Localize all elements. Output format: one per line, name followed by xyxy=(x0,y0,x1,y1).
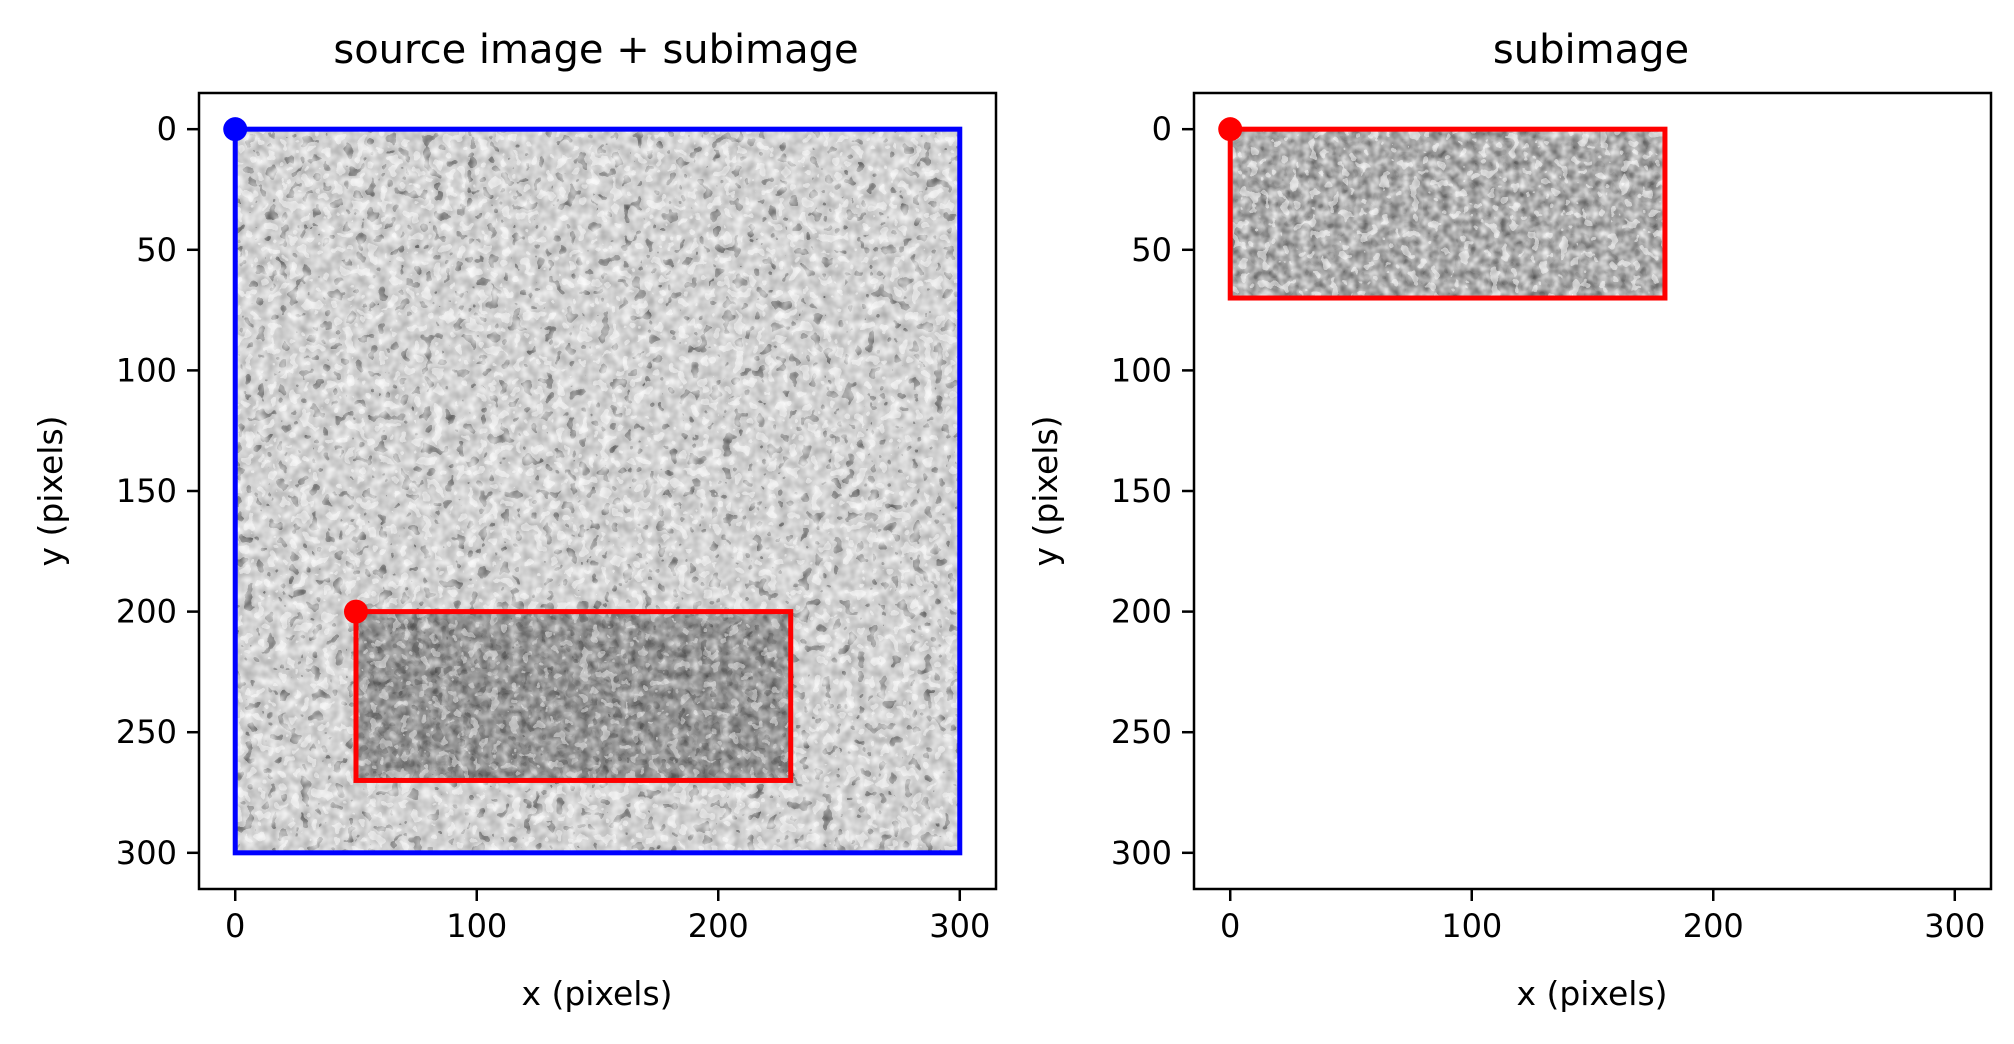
y-tick-label: 250 xyxy=(116,713,177,751)
source-outline xyxy=(232,126,963,856)
panel-source-image: source image + subimage 0 100 200 300 0 50 10… xyxy=(31,27,998,1013)
y-tick-label: 300 xyxy=(116,834,177,872)
y-axis-label: y (pixels) xyxy=(31,415,70,566)
y-tick-label: 150 xyxy=(1111,472,1172,510)
x-tick-label: 0 xyxy=(225,907,245,945)
y-tick-label: 200 xyxy=(116,593,177,631)
panel-title: source image + subimage xyxy=(333,27,858,73)
y-tick-label: 50 xyxy=(136,231,177,269)
panel-title: subimage xyxy=(1493,27,1689,73)
source-origin-marker xyxy=(223,117,248,142)
subimage-outline xyxy=(1227,126,1668,301)
subimage-region-texture xyxy=(356,612,792,782)
y-tick-label: 100 xyxy=(116,351,177,389)
y-tick-label: 250 xyxy=(1111,713,1172,751)
y-tick-label: 0 xyxy=(157,110,177,148)
x-tick-label: 0 xyxy=(1220,907,1240,945)
x-tick-label: 100 xyxy=(446,907,507,945)
y-tick-label: 100 xyxy=(1111,351,1172,389)
y-tick-label: 300 xyxy=(1111,834,1172,872)
subimage-origin-marker xyxy=(343,599,368,624)
panel-subimage: subimage 0 100 200 300 0 50 100 150 200 250 300 x… xyxy=(1026,27,1993,1013)
y-tick-label: 50 xyxy=(1131,231,1172,269)
x-tick-label: 300 xyxy=(929,907,990,945)
image-area xyxy=(235,129,960,853)
x-tick-label: 300 xyxy=(1924,907,1985,945)
y-tick-label: 200 xyxy=(1111,593,1172,631)
y-tick-label: 150 xyxy=(116,472,177,510)
axes-frame xyxy=(1192,91,1993,891)
subimage xyxy=(1230,129,1666,299)
subimage-origin-marker xyxy=(1218,117,1243,142)
x-tick-label: 100 xyxy=(1441,907,1502,945)
x-tick-label: 200 xyxy=(688,907,749,945)
x-axis-label: x (pixels) xyxy=(521,974,672,1013)
y-tick-label: 0 xyxy=(1152,110,1172,148)
x-tick-label: 200 xyxy=(1683,907,1744,945)
y-axis-label: y (pixels) xyxy=(1026,415,1065,566)
x-axis-label: x (pixels) xyxy=(1516,974,1667,1013)
image-area xyxy=(1230,129,1666,299)
subimage-outline xyxy=(353,609,794,783)
axes-frame xyxy=(197,91,998,891)
